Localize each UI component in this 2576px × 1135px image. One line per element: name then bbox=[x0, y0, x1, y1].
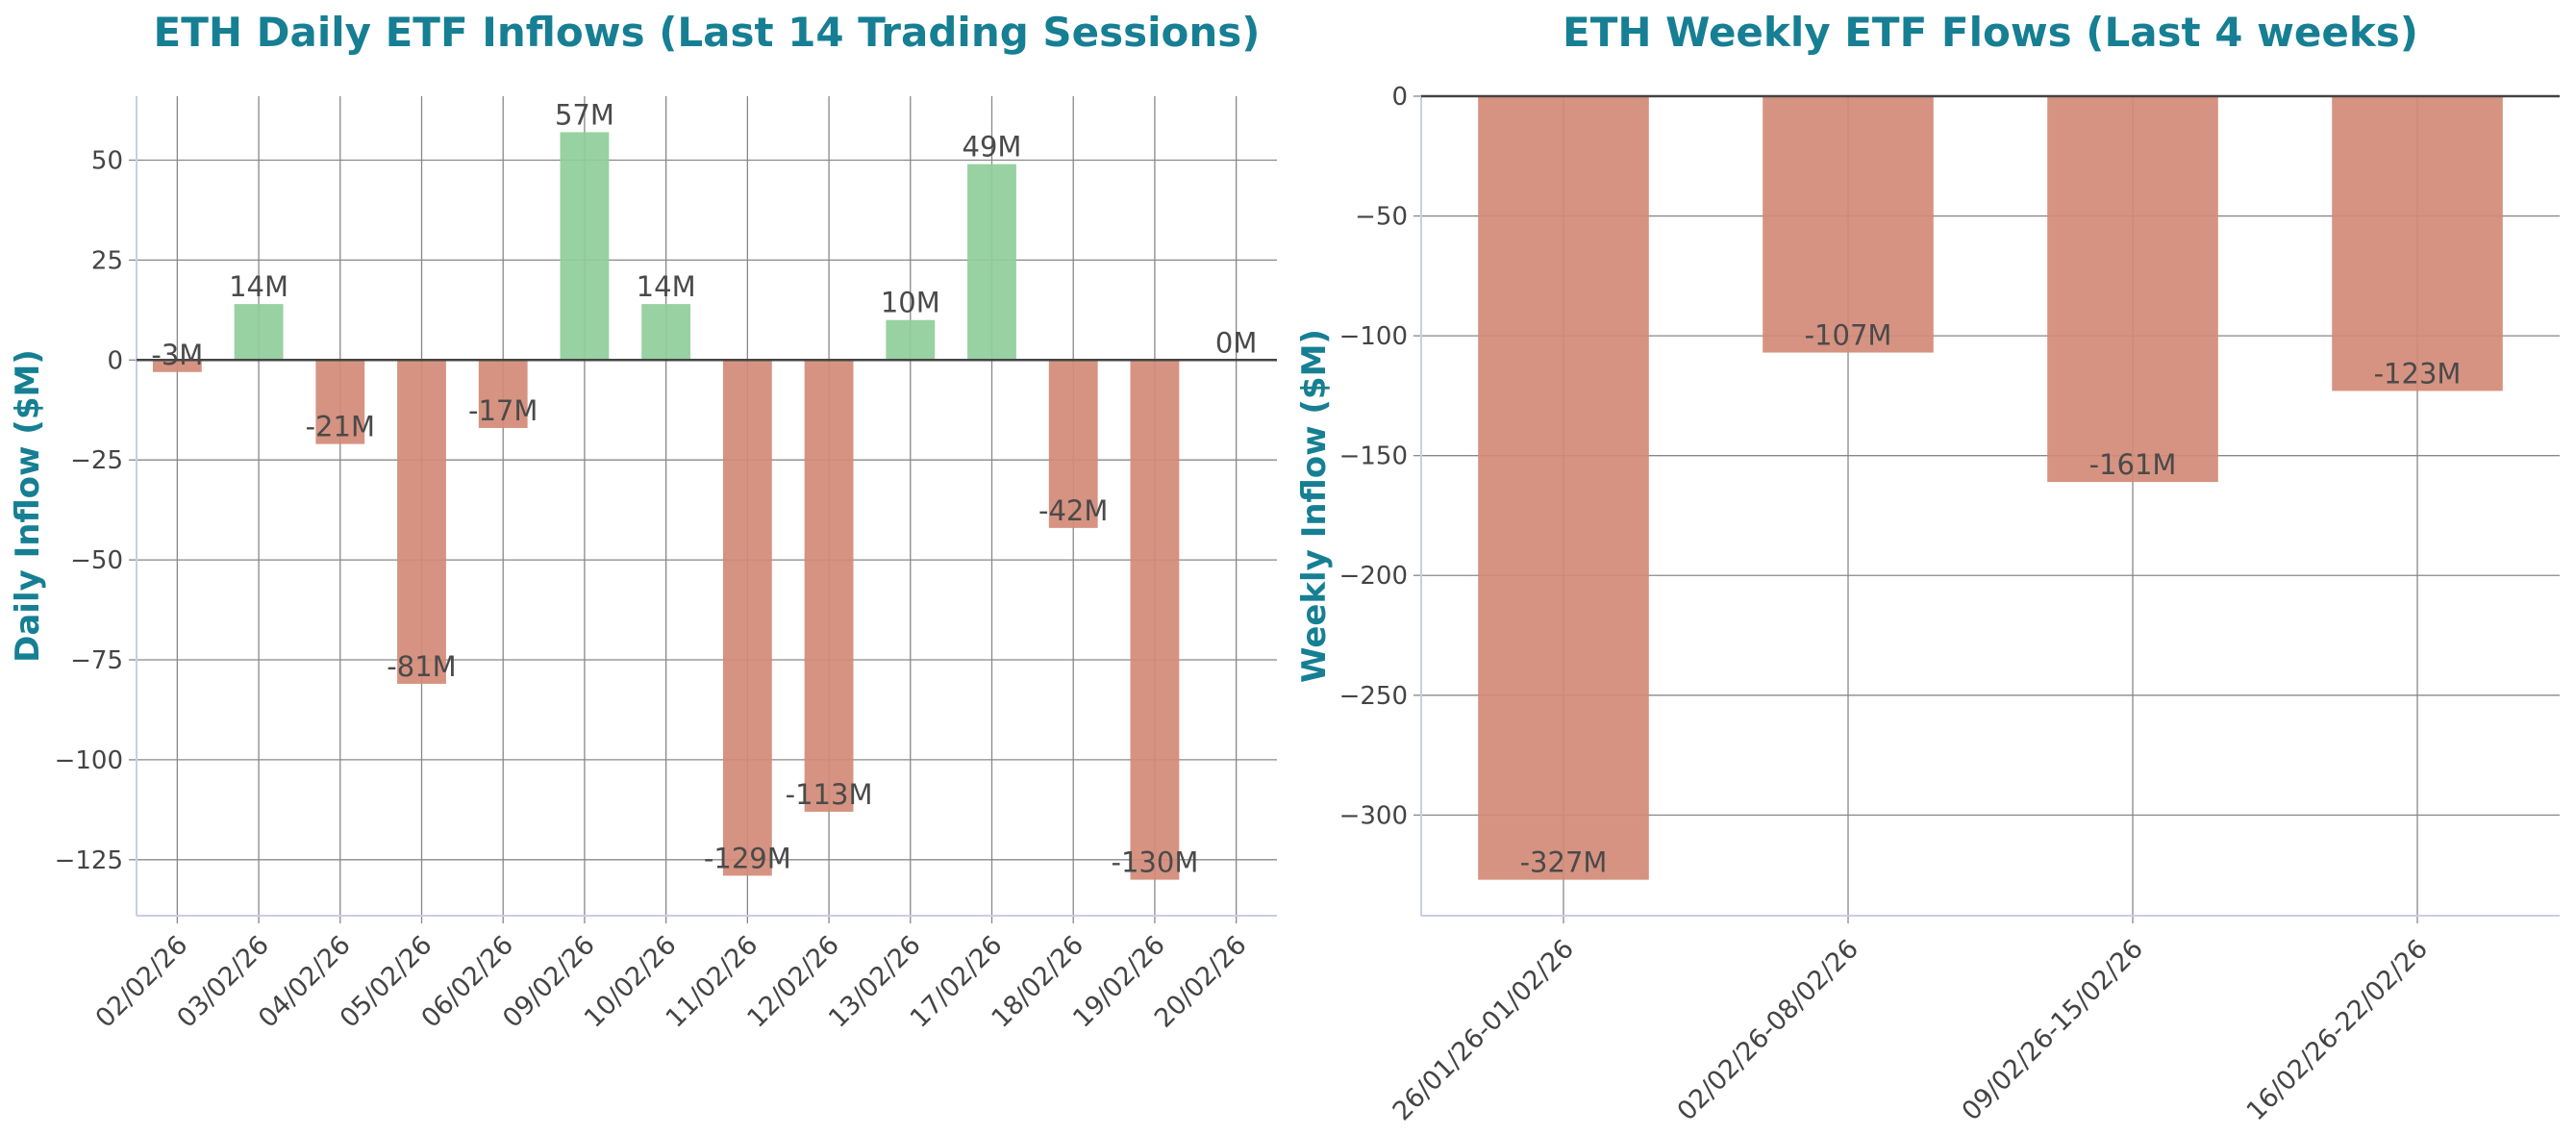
bar-13-02-26 bbox=[886, 319, 936, 361]
data-label: 49M bbox=[963, 131, 1022, 164]
bar-26-01-26-01-02-26 bbox=[1478, 96, 1649, 880]
data-label: -42M bbox=[1038, 494, 1108, 527]
y-tick-label: −100 bbox=[55, 746, 123, 775]
y-tick-label: −250 bbox=[1339, 682, 1408, 711]
y-tick-label: 25 bbox=[91, 246, 123, 275]
weekly-chart: ETH Weekly ETF Flows (Last 4 weeks) Weekl… bbox=[1295, 9, 2560, 1126]
y-tick-label: 0 bbox=[107, 346, 123, 375]
y-tick-label: −75 bbox=[70, 646, 123, 675]
bar-06-02-26 bbox=[478, 360, 528, 428]
x-tick-label: 02/02/26-08/02/26 bbox=[1672, 934, 1864, 1126]
daily-chart: ETH Daily ETF Inflows (Last 14 Trading S… bbox=[9, 9, 1277, 1034]
data-label: -3M bbox=[151, 339, 203, 371]
data-label: -161M bbox=[2089, 448, 2177, 481]
bar-10-02-26 bbox=[641, 304, 691, 361]
y-tick-label: −50 bbox=[70, 546, 123, 575]
bar-19-02-26 bbox=[1130, 360, 1180, 880]
x-tick-label: 26/01/26-01/02/26 bbox=[1388, 934, 1580, 1126]
data-label: -130M bbox=[1112, 846, 1199, 879]
y-tick-label: −200 bbox=[1339, 562, 1408, 591]
y-tick-label: −100 bbox=[1339, 322, 1408, 351]
data-label: -129M bbox=[704, 842, 791, 874]
bar-09-02-26 bbox=[560, 132, 610, 361]
y-tick-label: 50 bbox=[91, 146, 123, 175]
bar-16-02-26-22-02-26 bbox=[2332, 96, 2503, 391]
data-label: -21M bbox=[306, 411, 375, 443]
data-label: 10M bbox=[881, 287, 940, 319]
bar-17-02-26 bbox=[967, 164, 1016, 361]
bar-02-02-26 bbox=[152, 360, 202, 372]
y-axis-label: Weekly Inflow ($M) bbox=[1295, 329, 1334, 683]
bar-03-02-26 bbox=[234, 304, 284, 361]
data-label: -113M bbox=[786, 778, 873, 811]
y-tick-label: −50 bbox=[1355, 203, 1408, 232]
data-label: 0M bbox=[1215, 326, 1257, 359]
bar-18-02-26 bbox=[1048, 360, 1098, 528]
y-tick-label: −25 bbox=[70, 446, 123, 475]
y-tick-label: 0 bbox=[1391, 83, 1408, 112]
data-label: -81M bbox=[387, 650, 456, 683]
bar-12-02-26 bbox=[804, 360, 854, 812]
data-label: -107M bbox=[1805, 319, 1892, 352]
y-axis-label: Daily Inflow ($M) bbox=[9, 349, 47, 663]
bar-02-02-26-08-02-26 bbox=[1763, 96, 1934, 353]
data-label: 14M bbox=[229, 270, 288, 303]
bar-05-02-26 bbox=[397, 360, 446, 684]
x-tick-label: 16/02/26-22/02/26 bbox=[2241, 934, 2434, 1126]
chart-title: ETH Weekly ETF Flows (Last 4 weeks) bbox=[1563, 9, 2418, 56]
bar-09-02-26-15-02-26 bbox=[2047, 96, 2218, 483]
y-tick-label: −125 bbox=[55, 846, 123, 875]
data-label: -327M bbox=[1520, 846, 1608, 879]
data-label: 14M bbox=[637, 270, 696, 303]
data-label: -17M bbox=[468, 394, 538, 427]
bar-11-02-26 bbox=[722, 360, 772, 876]
x-tick-label: 09/02/26-15/02/26 bbox=[1957, 934, 2149, 1126]
data-label: 57M bbox=[555, 98, 614, 131]
y-tick-label: −150 bbox=[1339, 442, 1408, 471]
bar-04-02-26 bbox=[315, 360, 365, 444]
y-tick-label: −300 bbox=[1339, 801, 1408, 830]
data-label: -123M bbox=[2374, 357, 2462, 390]
chart-title: ETH Daily ETF Inflows (Last 14 Trading S… bbox=[154, 9, 1261, 56]
